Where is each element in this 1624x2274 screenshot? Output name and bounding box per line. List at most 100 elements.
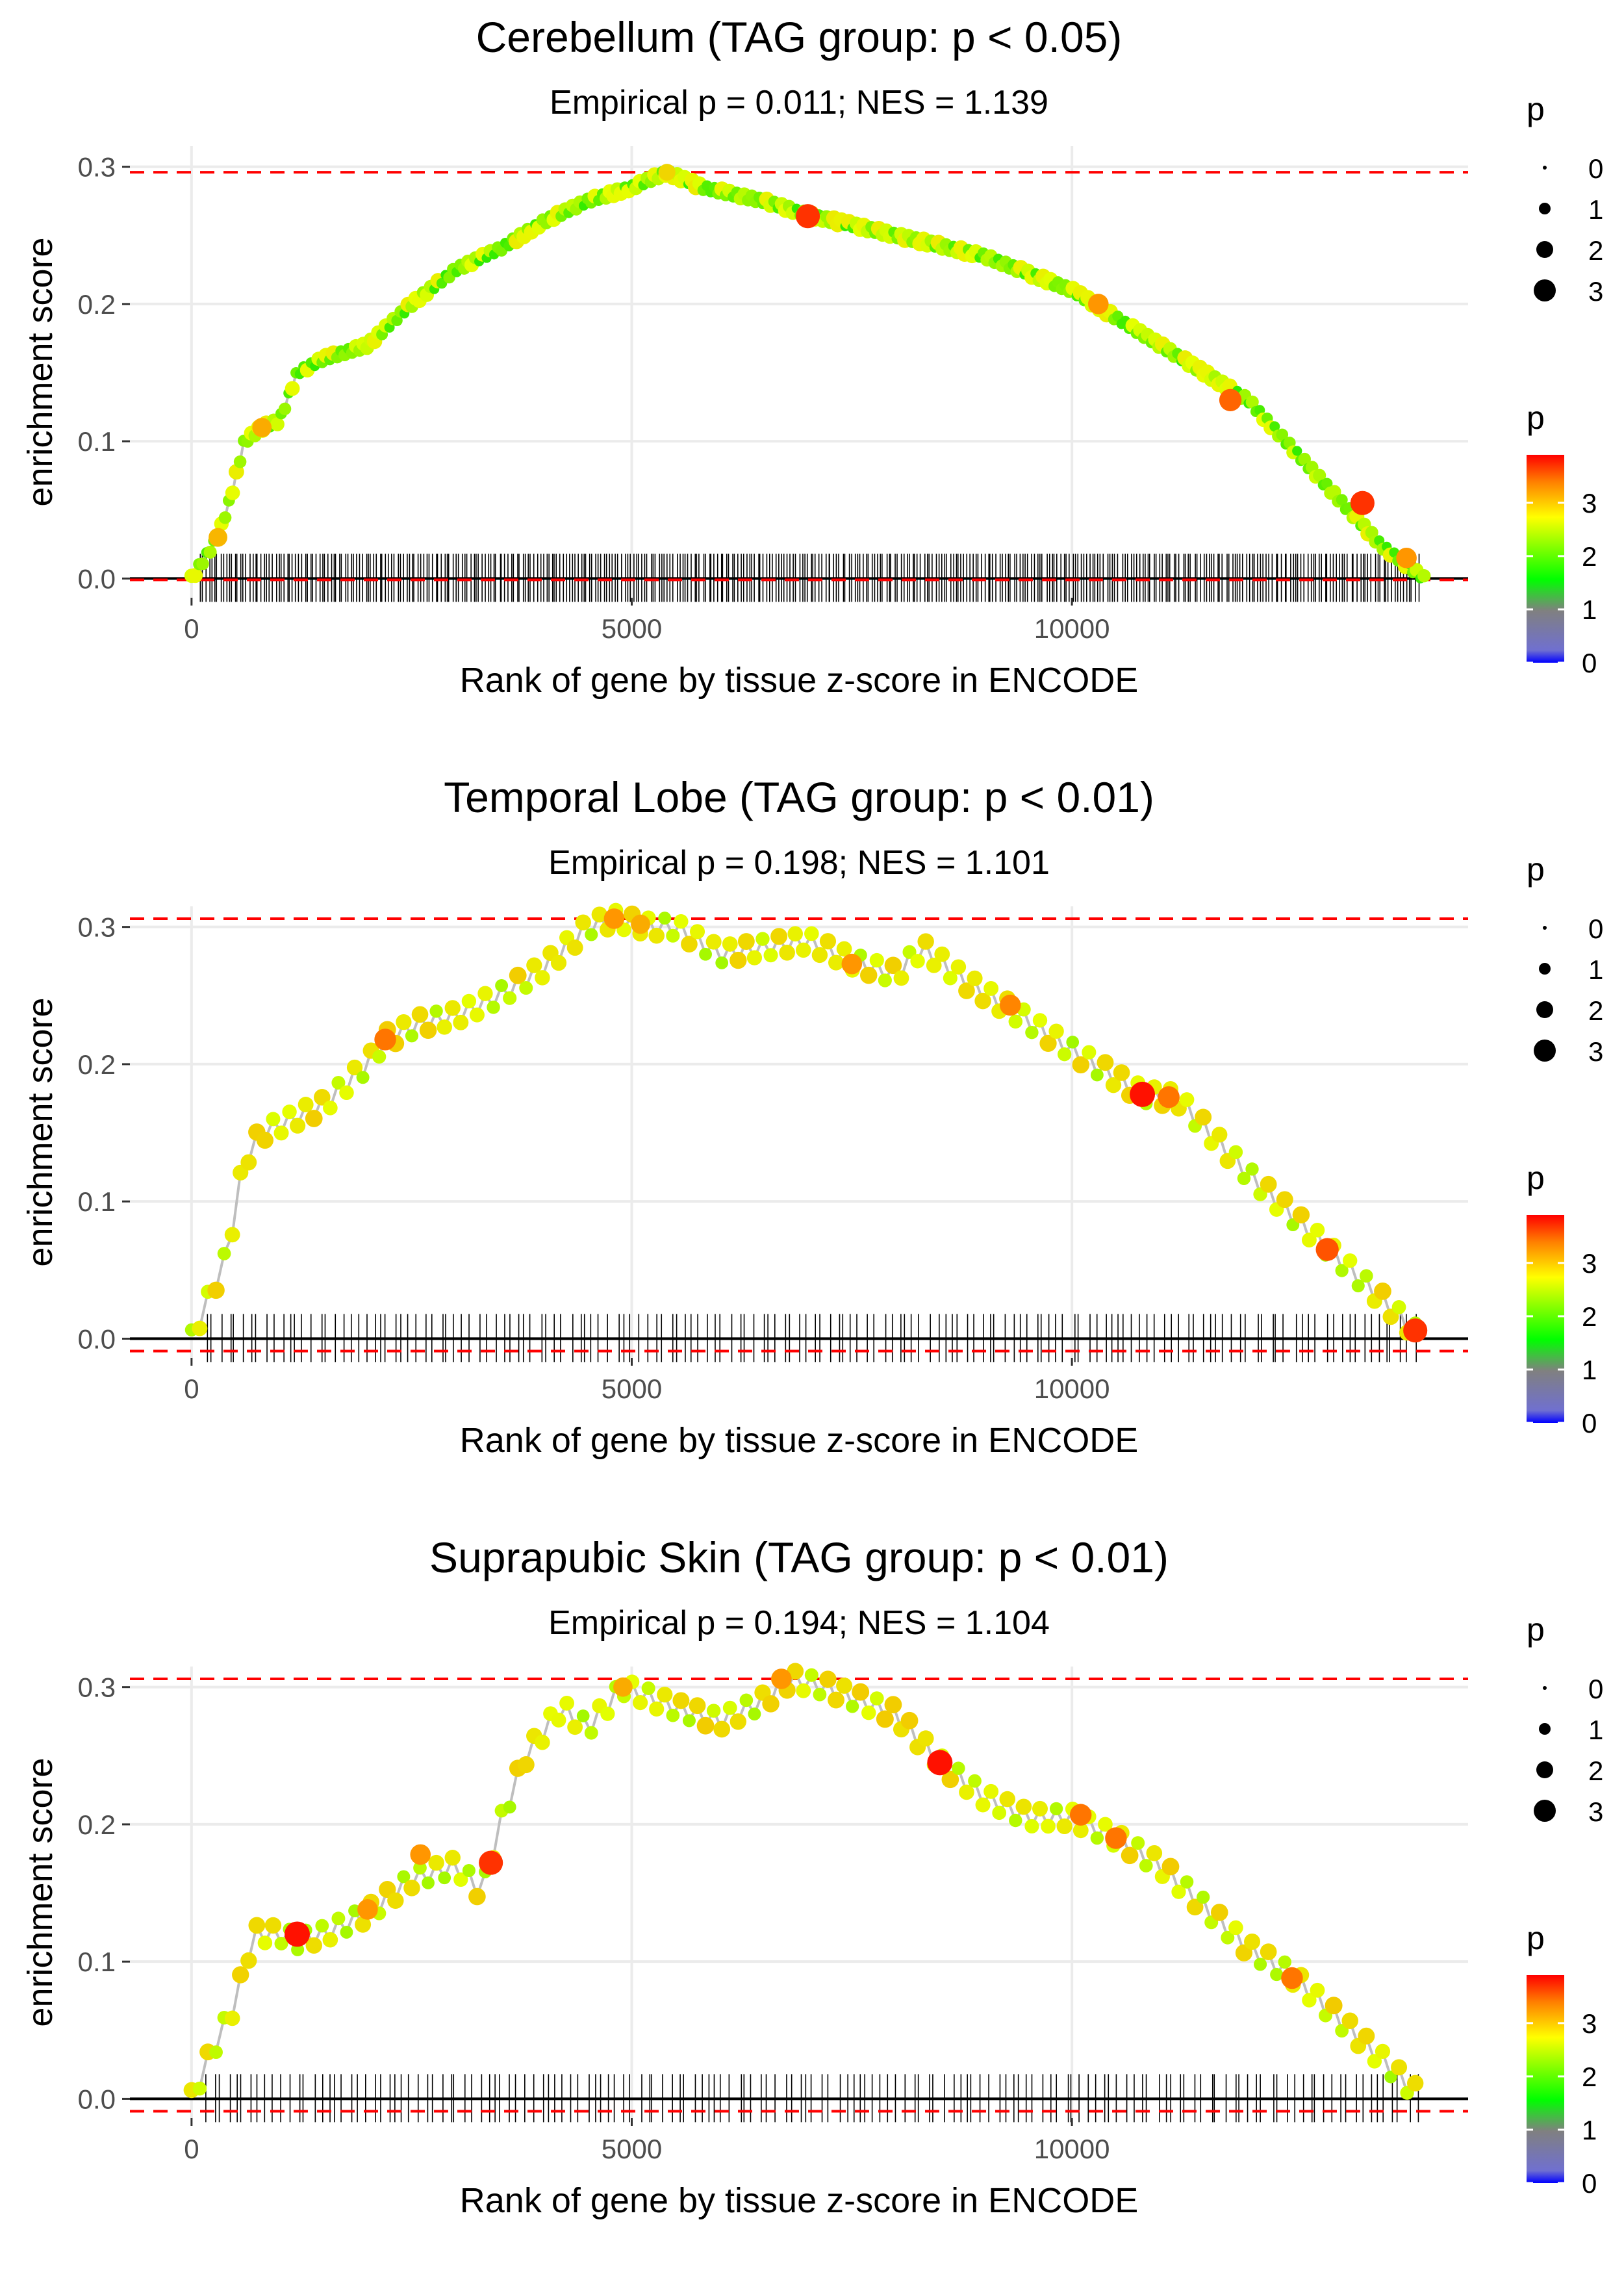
es-point [1032,1013,1048,1028]
es-point [696,1717,715,1735]
es-point-highlight [927,1750,953,1776]
es-point [1237,1171,1251,1185]
y-axis-title: enrichment score [21,237,60,506]
color-legend-label: 1 [1582,1355,1597,1385]
es-point-highlight [613,1677,633,1697]
es-point [453,1872,468,1887]
es-point [748,1707,761,1720]
size-legend-key [1536,1001,1553,1018]
es-point [813,1687,827,1702]
es-point [730,951,747,969]
es-point [331,1911,346,1926]
es-point [917,933,934,950]
color-legend-label: 3 [1582,2008,1597,2039]
es-point [224,1227,240,1243]
es-point [356,1071,370,1084]
size-legend-key [1543,1686,1547,1690]
es-point [861,1705,876,1720]
es-point [355,1916,372,1933]
es-point [917,1730,934,1747]
es-point [469,1007,485,1023]
chart-title: Cerebellum (TAG group: p < 0.05) [476,13,1123,61]
es-point [428,1854,444,1871]
es-point [1186,1898,1204,1916]
es-point-highlight [479,1850,503,1875]
es-point [884,1696,902,1714]
es-point [233,455,247,468]
es-point [1039,1034,1057,1053]
es-point [290,1118,306,1134]
size-legend-label: 1 [1588,1715,1603,1745]
es-point [1406,2075,1424,2092]
es-point [232,1966,249,1984]
es-point [1375,2043,1391,2060]
es-point [804,1668,818,1682]
es-point [860,966,878,984]
es-point-highlight [357,1899,378,1920]
color-legend-label: 3 [1582,488,1597,518]
es-point [1056,1818,1072,1835]
size-legend-label: 2 [1588,1756,1603,1786]
x-axis-title: Rank of gene by tissue z-score in ENCODE [460,2181,1138,2220]
es-point [1098,1817,1113,1832]
es-point [477,986,493,1001]
es-point [419,1021,437,1040]
es-point [804,926,819,941]
es-point [282,1104,297,1119]
es-point [1072,1822,1089,1839]
es-point [429,1004,443,1018]
es-point [403,1880,420,1897]
es-point [468,1887,486,1906]
es-points [184,902,1428,1343]
es-point [983,1783,999,1799]
size-legend-title: p [1527,851,1545,888]
es-point [967,970,983,986]
es-point [1341,2012,1358,2030]
es-point [209,2045,223,2060]
es-point [567,1719,583,1735]
es-point [975,1797,991,1813]
es-point [391,314,403,326]
es-point [1105,1077,1122,1093]
es-point [526,957,542,973]
color-legend-label: 2 [1582,2062,1597,2092]
y-tick-label: 0.1 [78,426,116,457]
es-point [1276,1191,1293,1208]
es-point-highlight [631,914,650,934]
es-point [658,912,672,925]
es-point [1025,1025,1039,1040]
es-point [1228,1145,1243,1160]
es-point [298,1097,314,1112]
es-point [305,1937,322,1954]
chart-panel-1: Cerebellum (TAG group: p < 0.05) Empirica… [21,13,1603,700]
es-point [1228,1920,1243,1935]
es-point [517,1756,535,1774]
es-point [444,1000,461,1016]
es-point [730,1713,746,1730]
color-legend-label: 0 [1582,648,1597,678]
es-point [340,1926,353,1939]
es-point [770,928,788,945]
y-tick-label: 0.3 [78,912,116,943]
es-point [192,1320,208,1336]
chart-subtitle: Empirical p = 0.198; NES = 1.101 [548,844,1050,882]
es-point [666,1708,680,1722]
es-point [315,1919,329,1933]
es-point [1321,478,1333,489]
es-point [706,1704,721,1718]
es-point [755,932,770,946]
es-point [264,1917,282,1934]
es-point [1260,1175,1277,1193]
es-point [323,1100,338,1116]
es-point [503,991,517,1005]
es-point [1292,446,1302,456]
y-tick-label: 0.2 [78,1049,116,1080]
es-point-highlight [1219,389,1242,411]
x-tick-label: 5000 [602,1373,662,1404]
es-point [999,1791,1016,1808]
x-tick-label: 10000 [1034,613,1110,644]
size-legend-key [1534,279,1556,301]
es-point [1298,452,1311,466]
es-point [1243,1933,1261,1950]
es-point [278,402,292,415]
